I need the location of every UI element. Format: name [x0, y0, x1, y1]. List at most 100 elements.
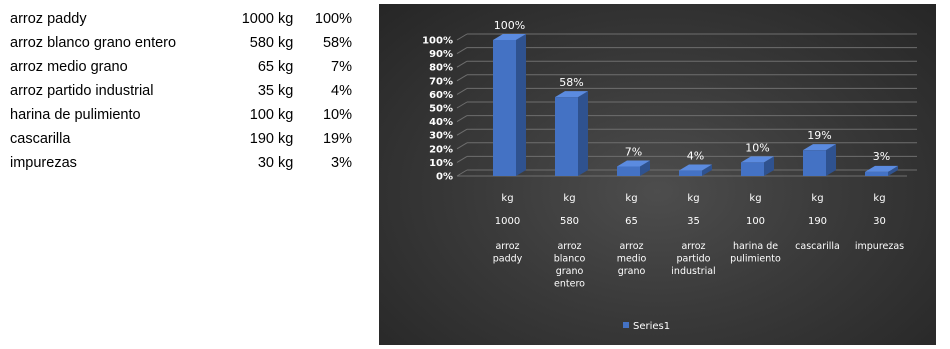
gridline-slant — [456, 33, 468, 41]
bar — [679, 170, 702, 176]
bar — [803, 150, 826, 176]
category-amount-label: 190 — [808, 216, 827, 227]
bar-side — [702, 164, 712, 176]
chart-area: 0% 10% 20% 30% 40% 50% 60% 70% 80% 90% 100% 100% 58%… — [379, 4, 936, 345]
row-amount: 35 — [257, 83, 274, 99]
table-row: arroz medio grano 65 kg 7% — [10, 55, 352, 79]
gridline-slant — [456, 169, 468, 177]
category-name-label: grano — [618, 266, 646, 277]
category-unit-label: kg — [625, 193, 637, 204]
data-table: arroz paddy 1000 kg 100% arroz blanco grano … — [10, 7, 352, 175]
category-amount-label: 580 — [560, 216, 579, 227]
row-unit: kg — [278, 131, 294, 147]
gridline-slant — [456, 155, 468, 163]
category-name-label: pulimiento — [730, 254, 781, 265]
category-name-label: entero — [554, 279, 585, 290]
category-unit-label: kg — [563, 193, 575, 204]
row-unit: kg — [278, 11, 294, 27]
row-name: arroz partido industrial — [10, 83, 154, 99]
bar-top — [865, 165, 898, 172]
row-amount: 1000 — [241, 11, 274, 27]
table-row: impurezas 30 kg 3% — [10, 151, 352, 175]
bar-top — [679, 164, 712, 171]
row-amount: 100 — [249, 107, 274, 123]
bar-side — [888, 165, 898, 176]
table-row: cascarilla 190 kg 19% — [10, 127, 352, 151]
row-name: impurezas — [10, 155, 77, 171]
gridline-slant — [456, 128, 468, 136]
gridline-slant — [456, 74, 468, 82]
bar — [741, 162, 764, 176]
data-label: 100% — [494, 19, 525, 32]
category-unit-label: kg — [811, 193, 823, 204]
bar-side — [826, 144, 836, 176]
category-amount-label: 100 — [746, 216, 765, 227]
category-name-label: industrial — [671, 266, 715, 277]
row-name: arroz blanco grano entero — [10, 35, 177, 51]
bar — [865, 171, 888, 176]
y-tick-label: 20% — [429, 144, 453, 155]
y-tick-label: 0% — [436, 172, 453, 183]
y-tick-label: 90% — [429, 49, 453, 60]
category-name-label: arroz — [557, 241, 581, 252]
row-name: arroz paddy — [10, 11, 87, 27]
table-row: arroz partido industrial 35 kg 4% — [10, 79, 352, 103]
row-percent: 58% — [322, 35, 352, 51]
bar — [493, 40, 516, 176]
row-amount: 65 — [257, 59, 274, 75]
row-percent: 7% — [331, 59, 352, 75]
gridline-slant — [456, 47, 468, 55]
bar-side — [516, 34, 526, 176]
row-name: cascarilla — [10, 131, 71, 147]
bar-chart: 0% 10% 20% 30% 40% 50% 60% 70% 80% 90% 100% 100% 58%… — [422, 19, 917, 332]
bar-top — [493, 34, 526, 40]
category-name-label: grano — [556, 266, 584, 277]
row-name: arroz medio grano — [10, 59, 128, 75]
bar — [555, 97, 578, 176]
data-label: 3% — [873, 150, 890, 163]
bar-side — [578, 91, 588, 176]
gridline-slant — [456, 60, 468, 68]
bar-top — [741, 156, 774, 163]
category-name-label: medio — [617, 254, 647, 265]
row-percent: 10% — [322, 107, 352, 123]
row-amount: 30 — [257, 155, 274, 171]
category-name-label: paddy — [493, 254, 523, 265]
legend-label: Series1 — [633, 321, 670, 332]
bar-top — [803, 144, 836, 151]
bar-side — [764, 156, 774, 176]
row-percent: 100% — [314, 11, 352, 27]
category-amount-label: 1000 — [495, 216, 520, 227]
legend-swatch — [623, 322, 629, 328]
bar — [617, 166, 640, 176]
gridline-slant — [456, 101, 468, 109]
row-amount: 580 — [249, 35, 274, 51]
y-tick-label: 70% — [429, 76, 453, 87]
data-label: 10% — [745, 141, 769, 154]
row-unit: kg — [278, 83, 294, 99]
category-name-label: blanco — [554, 254, 586, 265]
row-name: harina de pulimiento — [10, 107, 141, 123]
y-tick-label: 60% — [429, 90, 453, 101]
category-unit-label: kg — [687, 193, 699, 204]
y-tick-label: 50% — [429, 104, 453, 115]
bar-side — [640, 160, 650, 176]
category-name-label: harina de — [733, 241, 778, 252]
category-name-label: impurezas — [855, 241, 904, 252]
category-unit-label: kg — [873, 193, 885, 204]
data-label: 4% — [687, 150, 704, 163]
y-tick-label: 30% — [429, 131, 453, 142]
row-unit: kg — [278, 107, 294, 123]
data-label: 19% — [807, 129, 831, 142]
row-unit: kg — [278, 155, 294, 171]
category-name-label: partido — [677, 254, 711, 265]
y-tick-label: 10% — [429, 158, 453, 169]
bar-top — [617, 160, 650, 167]
category-amount-label: 35 — [687, 216, 700, 227]
y-tick-label: 80% — [429, 63, 453, 74]
table-row: arroz blanco grano entero 580 kg 58% — [10, 31, 352, 55]
y-tick-label: 100% — [422, 36, 453, 47]
data-label: 7% — [625, 145, 642, 158]
category-name-label: cascarilla — [795, 241, 840, 252]
table-row: arroz paddy 1000 kg 100% — [10, 7, 352, 31]
